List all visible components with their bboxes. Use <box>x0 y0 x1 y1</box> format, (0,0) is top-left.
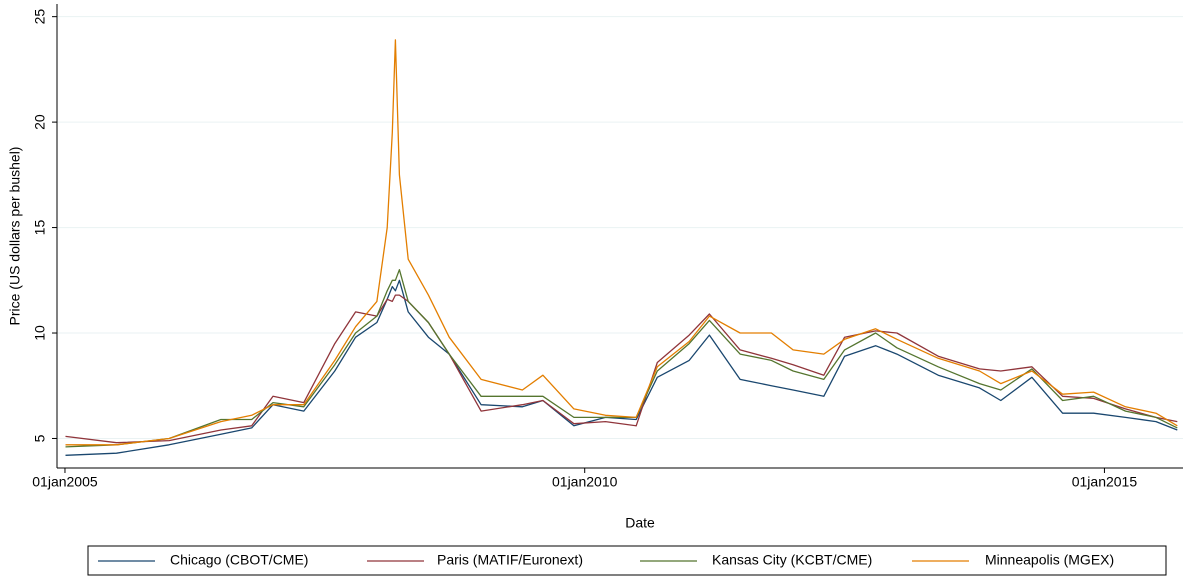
y-tick-label: 10 <box>32 325 48 341</box>
y-axis-title: Price (US dollars per bushel) <box>7 147 23 326</box>
legend-label: Minneapolis (MGEX) <box>985 552 1114 568</box>
legend-box <box>87 545 1167 576</box>
x-tick-label: 01jan2015 <box>1072 474 1138 490</box>
series-line <box>65 39 1178 446</box>
series-line <box>65 279 1178 456</box>
legend-label: Kansas City (KCBT/CME) <box>712 552 872 568</box>
series-line <box>65 269 1178 448</box>
y-tick-label: 15 <box>32 220 48 236</box>
legend-label: Chicago (CBOT/CME) <box>170 552 308 568</box>
x-tick-label: 01jan2010 <box>552 474 618 490</box>
x-tick-label: 01jan2005 <box>32 474 98 490</box>
legend-label: Paris (MATIF/Euronext) <box>437 552 583 568</box>
x-axis-title: Date <box>625 515 655 531</box>
y-tick-label: 5 <box>32 434 48 442</box>
series-line <box>65 294 1178 444</box>
y-tick-label: 20 <box>32 114 48 130</box>
y-tick-label: 25 <box>32 9 48 25</box>
